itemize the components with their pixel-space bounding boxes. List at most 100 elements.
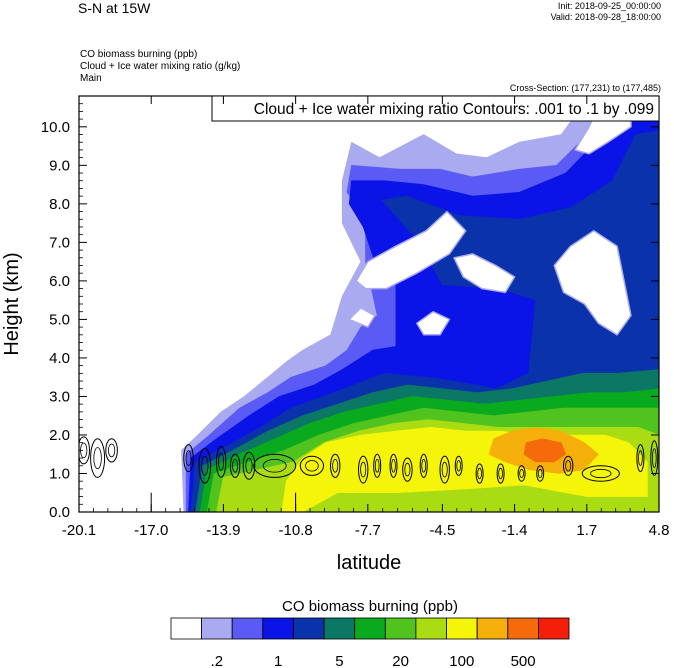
colorbar-label: .2 [211,653,224,668]
cloud-contour-inner [498,467,503,480]
cloud-contour [475,463,484,484]
x-axis-label: latitude [337,552,402,574]
x-tick-label: -4.5 [429,522,455,539]
cloud-contour-inner [421,458,427,473]
cloud-contour-inner [185,450,192,466]
field-label-co: CO biomass burning (ppb) [80,49,198,60]
init-time: Init: 2018-09-25_00:00:00 [557,1,661,11]
cloud-contour [419,453,428,478]
cloud-contour [373,453,382,478]
cloud-contour [439,455,450,484]
y-axis: 0.0 1.0 2.0 3.0 4.0 5.0 6.0 7.0 8.0 9.0 10.0 [41,95,659,521]
colorbar-swatch [323,617,356,640]
cloud-contour [536,465,545,482]
y-tick-label: 2.0 [49,427,70,444]
colorbar-label: 1 [274,653,282,668]
colorbar-swatch [507,617,539,640]
cloud-contour [90,438,106,478]
cloud-contour [454,455,463,476]
y-tick-label: 10.0 [41,119,70,136]
cloud-contour-inner [519,468,524,479]
co-low-region [553,230,632,336]
colorbar-swatch [354,617,386,640]
cloud-contour-inner [456,460,462,472]
cloud-contour [358,455,369,484]
x-tick-label: -17.0 [134,522,168,539]
y-axis-label: Height (km) [1,252,23,355]
cloud-contour-inner [477,467,482,480]
co-low-region [416,310,451,336]
cloud-contour [229,453,241,478]
cloud-contour-inner [537,468,543,479]
cloud-contour [330,453,341,478]
y-tick-label: 5.0 [49,311,70,328]
colorbar-swatch [384,617,417,640]
colorbar-swatch [476,617,509,640]
cloud-contour-inner [218,452,225,471]
y-tick-label: 6.0 [49,273,70,290]
y-tick-label: 4.0 [49,350,70,367]
cloud-contour-inner [441,461,448,478]
cloud-contour [198,448,212,484]
colorbar-label: 20 [392,653,409,668]
cloud-contour [636,444,645,473]
x-axis: -20.1 -17.0 -13.9 -10.8 -7.7 -4.5 -1.4 1.7 4.8 [62,96,669,539]
colorbar-swatch [446,617,478,640]
x-tick-label: -10.8 [279,522,313,539]
cloud-contour-inner [360,461,367,478]
colorbar-swatch [201,617,233,640]
colorbar-label: 5 [335,653,343,668]
y-tick-label: 0.0 [49,504,70,521]
colorbar-label: 500 [511,653,536,668]
contour-info-frame [211,95,660,122]
cloud-contour [299,455,324,476]
plot-title: S-N at 15W [78,0,151,16]
cloud-contour-inner [651,448,657,469]
cloud-contour-layer [79,436,659,512]
co-low-region [355,210,467,290]
cloud-contour-inner [201,455,209,476]
field-label-cloud: Cloud + Ice water mixing ratio (g/kg) [80,61,241,72]
cloud-contour-inner [262,458,287,473]
cloud-contour-inner [638,450,643,466]
co-low-region [348,307,376,328]
cloud-contour-inner [332,458,339,473]
cloud-contour [581,465,620,482]
cloud-contour-inner [590,468,612,479]
colorbar-swatch [262,617,294,640]
cloud-contour [79,436,90,465]
cloud-contour-inner [245,457,253,474]
cross-section-label: Cross-Section: (177,231) to (177,485) [509,83,661,93]
cloud-contour [650,440,659,476]
cloud-contour-inner [374,458,380,473]
cloud-contour-inner [391,458,396,473]
cloud-contour-inner [305,460,319,472]
cloud-contour-inner [93,447,102,470]
cloud-contour [389,453,398,478]
cloud-contour [183,444,194,473]
y-tick-label: 3.0 [49,388,70,405]
y-tick-label: 7.0 [49,234,70,251]
cloud-contour-inner [108,443,116,458]
x-tick-label: -1.4 [502,522,528,539]
colorbar: .2 1 5 20 100 500 [170,617,570,668]
cloud-contour [563,455,574,476]
cloud-contour [496,463,505,484]
contour-info-box: Cloud + Ice water mixing ratio Contours:… [211,95,660,122]
co-low-region [453,253,516,294]
y-tick-label: 8.0 [49,196,70,213]
colorbar-swatch [231,617,264,640]
colorbar-label: 100 [449,653,474,668]
cloud-contour [105,438,118,463]
valid-time: Valid: 2018-09-28_18:00:00 [550,12,661,22]
cloud-contour-inner [232,458,239,473]
colorbar-swatch [170,617,203,640]
colorbar-swatch [415,617,447,640]
cloud-contour [242,451,256,480]
x-tick-label: 1.7 [576,522,597,539]
colorbar-swatch [538,617,570,640]
cloud-contour-inner [565,460,572,472]
x-tick-label: -7.7 [355,522,381,539]
x-tick-label: -13.9 [206,522,240,539]
